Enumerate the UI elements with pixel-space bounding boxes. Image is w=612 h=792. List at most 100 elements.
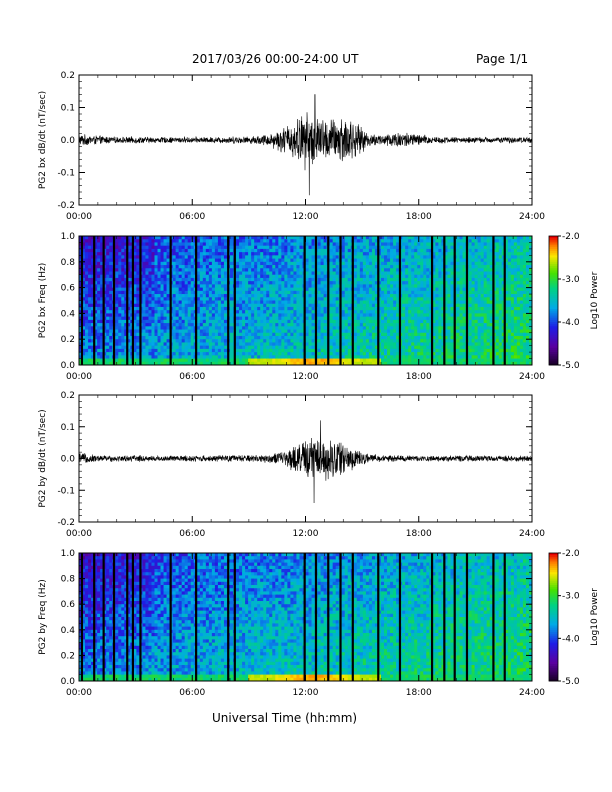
heatmap-cell (377, 274, 382, 279)
heatmap-cell (79, 345, 83, 350)
heatmap-cell (320, 284, 325, 289)
heatmap-cell (317, 252, 321, 256)
heatmap-cell (311, 255, 315, 259)
heatmap-cell (181, 248, 186, 253)
heatmap-cell (393, 355, 397, 359)
heatmap-cell (347, 297, 352, 301)
heatmap-cell (347, 290, 352, 295)
heatmap-cell (332, 252, 337, 256)
heatmap-cell (160, 261, 164, 266)
heatmap-cell (341, 252, 346, 256)
heatmap-cell (220, 277, 225, 282)
heatmap-cell (359, 345, 364, 350)
heatmap-cell (88, 252, 92, 256)
heatmap-cell (281, 352, 285, 356)
heatmap-cell (166, 300, 170, 305)
heatmap-cell (254, 281, 258, 285)
heatmap-cell (444, 306, 448, 311)
heatmap-cell (88, 323, 92, 327)
heatmap-cell (127, 261, 131, 266)
heatmap-cell (284, 284, 288, 289)
heatmap-cell (184, 294, 189, 298)
heatmap-cell (248, 300, 252, 305)
heatmap-cell (242, 310, 246, 314)
heatmap-cell (85, 284, 89, 289)
heatmap-cell (145, 271, 149, 276)
heatmap-cell (365, 294, 370, 298)
heatmap-cell (365, 335, 370, 340)
heatmap-cell (414, 342, 418, 347)
heatmap-cell (396, 323, 400, 327)
heatmap-cell (236, 242, 240, 247)
heatmap-cell (190, 323, 195, 327)
heatmap-cell (287, 242, 291, 247)
heatmap-cell (347, 277, 352, 282)
heatmap-cell (242, 300, 246, 305)
heatmap-cell (347, 261, 352, 266)
heatmap-cell (178, 242, 183, 247)
heatmap-cell (293, 242, 297, 247)
heatmap-cell (384, 303, 388, 308)
heatmap-cell (275, 361, 279, 366)
heatmap-cell (393, 248, 397, 253)
heatmap-cell (396, 316, 400, 321)
heatmap-cell (426, 319, 430, 324)
heatmap-cell (82, 277, 86, 282)
heatmap-cell (320, 323, 325, 327)
heatmap-cell (371, 303, 376, 308)
heatmap-cell (341, 329, 346, 334)
heatmap-cell (381, 265, 385, 269)
heatmap-cell (245, 248, 249, 253)
heatmap-cell (396, 335, 400, 340)
heatmap-cell (414, 265, 418, 269)
heatmap-cell (296, 361, 300, 366)
heatmap-cell (269, 310, 273, 314)
heatmap-cell (239, 306, 243, 311)
heatmap-cell (236, 294, 240, 298)
heatmap-cell (396, 303, 400, 308)
heatmap-cell (329, 335, 334, 340)
heatmap-cell (127, 313, 131, 318)
heatmap-cell (266, 352, 270, 356)
heatmap-cell (145, 348, 149, 353)
heatmap-cell (390, 316, 394, 321)
heatmap-cell (136, 345, 140, 350)
heatmap-cell (106, 265, 110, 269)
heatmap-cell (287, 294, 291, 298)
heatmap-cell (371, 284, 376, 289)
heatmap-cell (408, 284, 412, 289)
heatmap-cell (284, 348, 288, 353)
heatmap-cell (82, 345, 86, 350)
heatmap-cell (208, 319, 213, 324)
heatmap-cell (281, 323, 285, 327)
heatmap-cell (377, 284, 382, 289)
heatmap-cell (263, 242, 267, 247)
heatmap-cell (172, 297, 177, 301)
heatmap-cell (157, 242, 161, 247)
heatmap-cell (202, 361, 207, 366)
heatmap-cell (157, 258, 161, 263)
heatmap-cell (157, 255, 161, 259)
heatmap-cell (444, 358, 448, 363)
heatmap-cell (275, 255, 279, 259)
heatmap-cell (417, 294, 421, 298)
heatmap-cell (438, 332, 442, 337)
heatmap-cell (426, 358, 430, 363)
heatmap-cell (217, 352, 222, 356)
heatmap-cell (133, 313, 137, 318)
heatmap-cell (272, 261, 276, 266)
heatmap-cell (353, 284, 358, 289)
heatmap-cell (145, 284, 149, 289)
heatmap-cell (91, 352, 95, 356)
heatmap-cell (362, 306, 367, 311)
heatmap-cell (417, 345, 421, 350)
heatmap-cell (393, 310, 397, 314)
heatmap-cell (311, 310, 315, 314)
heatmap-cell (420, 248, 424, 253)
heatmap-cell (356, 335, 361, 340)
heatmap-cell (82, 323, 86, 327)
heatmap-cell (257, 355, 261, 359)
heatmap-cell (124, 290, 128, 295)
heatmap-cell (417, 339, 421, 343)
heatmap-cell (236, 248, 240, 253)
